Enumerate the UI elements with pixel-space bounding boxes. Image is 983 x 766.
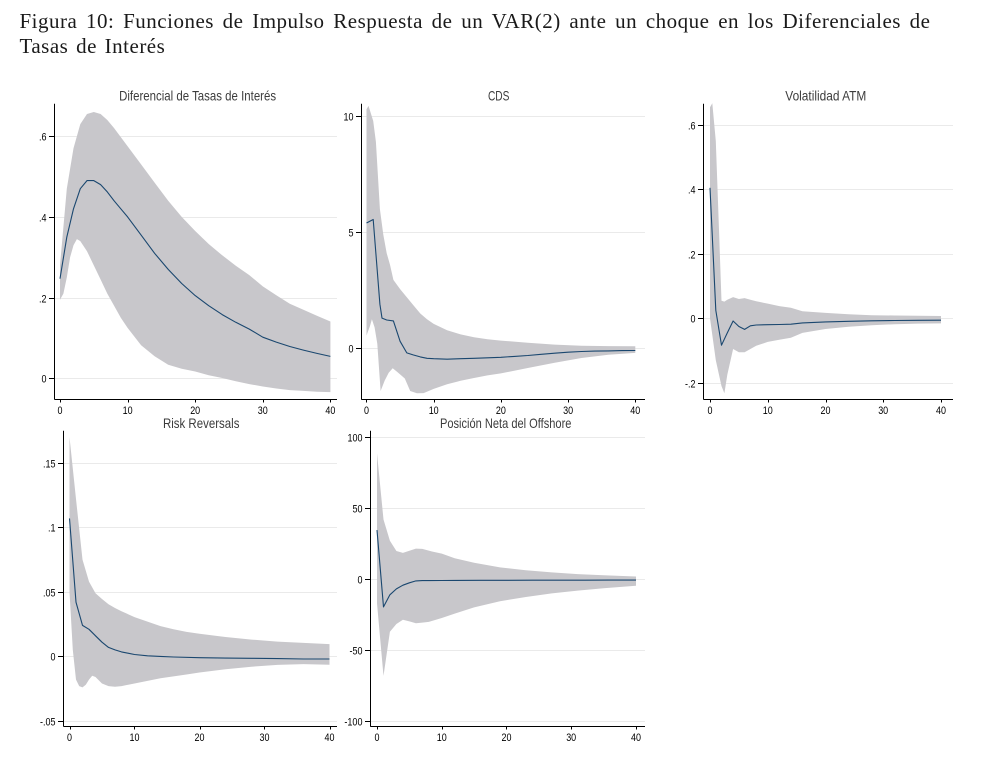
svg-text:20: 20	[190, 405, 200, 417]
svg-text:10: 10	[123, 405, 133, 417]
svg-text:40: 40	[631, 732, 641, 744]
svg-text:Diferencial de Tasas de Interé: Diferencial de Tasas de Interés	[119, 88, 276, 104]
svg-text:20: 20	[821, 405, 831, 417]
svg-text:30: 30	[260, 732, 270, 744]
svg-text:100: 100	[348, 432, 363, 444]
svg-text:0: 0	[51, 651, 56, 663]
svg-text:.6: .6	[39, 131, 47, 143]
svg-text:0: 0	[375, 732, 380, 744]
svg-text:0: 0	[708, 405, 713, 417]
svg-text:0: 0	[349, 343, 354, 355]
svg-text:0: 0	[691, 313, 696, 325]
svg-text:0: 0	[58, 405, 63, 417]
svg-text:-100: -100	[344, 716, 362, 728]
svg-text:-.2: -.2	[685, 378, 696, 390]
svg-text:10: 10	[130, 732, 140, 744]
svg-text:.2: .2	[688, 249, 696, 261]
svg-text:5: 5	[349, 227, 354, 239]
svg-text:10: 10	[437, 732, 447, 744]
svg-text:.4: .4	[39, 212, 47, 224]
svg-text:30: 30	[258, 405, 268, 417]
svg-text:30: 30	[563, 405, 573, 417]
svg-text:40: 40	[630, 405, 640, 417]
svg-text:10: 10	[344, 111, 354, 123]
svg-text:20: 20	[502, 732, 512, 744]
svg-text:30: 30	[878, 405, 888, 417]
svg-text:.05: .05	[43, 587, 56, 599]
svg-text:.6: .6	[688, 120, 696, 132]
svg-text:Volatilidad ATM: Volatilidad ATM	[785, 88, 866, 104]
svg-text:20: 20	[195, 732, 205, 744]
svg-text:50: 50	[353, 503, 363, 515]
svg-text:.2: .2	[39, 293, 47, 305]
svg-text:.15: .15	[43, 458, 56, 470]
svg-text:-50: -50	[350, 645, 363, 657]
svg-text:Posición Neta del Offshore: Posición Neta del Offshore	[440, 415, 572, 431]
svg-text:10: 10	[429, 405, 439, 417]
svg-text:40: 40	[325, 405, 335, 417]
svg-text:0: 0	[358, 574, 363, 586]
svg-text:0: 0	[364, 405, 369, 417]
svg-text:30: 30	[566, 732, 576, 744]
svg-text:40: 40	[325, 732, 335, 744]
svg-text:40: 40	[936, 405, 946, 417]
svg-text:.4: .4	[688, 184, 696, 196]
svg-text:CDS: CDS	[488, 88, 510, 104]
svg-text:0: 0	[42, 373, 47, 385]
svg-text:-.05: -.05	[40, 716, 56, 728]
svg-text:.1: .1	[48, 522, 56, 534]
svg-text:20: 20	[496, 405, 506, 417]
svg-text:0: 0	[67, 732, 72, 744]
svg-text:10: 10	[763, 405, 773, 417]
svg-text:Risk Reversals: Risk Reversals	[163, 415, 240, 431]
